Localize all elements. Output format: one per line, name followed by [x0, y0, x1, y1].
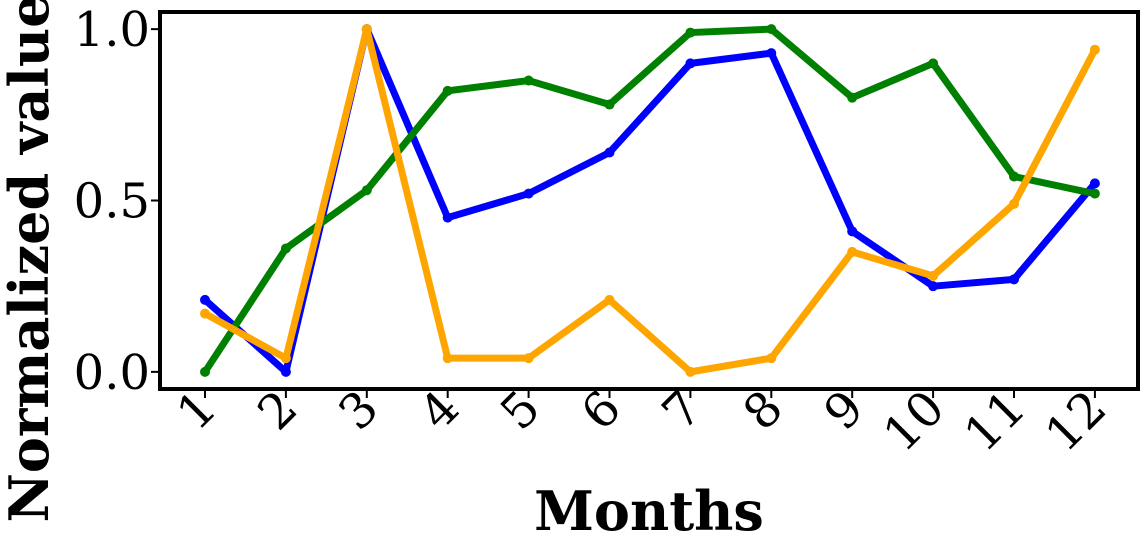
- plot-frame: [158, 10, 1140, 391]
- series-point: [847, 246, 858, 257]
- series-point: [442, 212, 453, 223]
- series-point: [200, 308, 210, 319]
- y-tick-label: 0.0: [74, 345, 150, 401]
- series-line: [201, 25, 1099, 376]
- series-point: [685, 366, 696, 377]
- series-point: [604, 294, 615, 305]
- series-point: [523, 188, 534, 199]
- y-tick-label: 1.0: [74, 2, 150, 58]
- series-point: [442, 85, 453, 96]
- series-point: [1089, 188, 1100, 199]
- series-point: [847, 226, 858, 237]
- series-point: [1009, 274, 1019, 285]
- series-point: [604, 147, 615, 158]
- series-point: [604, 99, 615, 110]
- series-point: [847, 92, 858, 103]
- series-point: [685, 58, 696, 69]
- series-point: [200, 294, 210, 305]
- series-line: [201, 25, 1099, 376]
- y-axis-title: Normalized value: [0, 0, 61, 523]
- x-tick-label: 11: [954, 380, 1037, 463]
- y-tick-label: 0.5: [74, 174, 150, 230]
- series-layer: [200, 24, 1100, 377]
- x-tick-label: 12: [1035, 380, 1118, 463]
- series-line: [201, 25, 1099, 376]
- series-point: [1089, 44, 1100, 55]
- series-point: [685, 27, 696, 38]
- series-point: [442, 353, 453, 364]
- series-point: [1009, 171, 1019, 182]
- x-axis-title: Months: [534, 479, 764, 543]
- series-point: [928, 58, 939, 69]
- series-point: [361, 185, 372, 196]
- series-point: [766, 353, 777, 364]
- x-tick-label: 10: [873, 380, 956, 463]
- series-point: [523, 75, 534, 86]
- series-point: [523, 353, 534, 364]
- series-point: [766, 48, 777, 59]
- series-point: [766, 24, 777, 35]
- series-point: [280, 353, 291, 364]
- series-point: [280, 366, 291, 377]
- series-point: [928, 281, 939, 292]
- series-point: [280, 243, 291, 254]
- series-point: [928, 270, 939, 281]
- series-point: [200, 366, 210, 377]
- series-point: [361, 24, 372, 35]
- series-point: [1009, 198, 1019, 209]
- series-point: [1089, 178, 1100, 189]
